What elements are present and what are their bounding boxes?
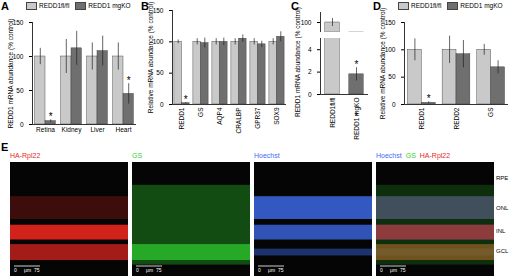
html-text:B: B [141, 0, 149, 12]
svg-text:50: 50 [388, 73, 396, 80]
svg-text:0: 0 [380, 267, 383, 273]
svg-text:*: * [355, 59, 359, 70]
svg-text:100: 100 [13, 53, 24, 60]
svg-text:Kidney: Kidney [62, 126, 83, 134]
svg-text:Retina: Retina [36, 126, 55, 133]
svg-text:0: 0 [14, 267, 17, 273]
svg-text:0: 0 [160, 101, 164, 108]
svg-text:*: * [184, 94, 188, 105]
svg-text:GS: GS [132, 152, 142, 159]
svg-text:REDD1 mRNA abundance (% contro: REDD1 mRNA abundance (% control) [7, 19, 15, 129]
html-text:REDD1fl/fl: REDD1fl/fl [411, 1, 442, 9]
svg-text:75: 75 [278, 267, 284, 273]
svg-text:SOX9: SOX9 [273, 107, 280, 125]
svg-text:75: 75 [400, 267, 406, 273]
html-text:REDD1 mRNA abundance (% contro: REDD1 mRNA abundance (% control) [293, 7, 301, 117]
svg-text:REDD1fl/fl: REDD1fl/fl [329, 97, 336, 128]
svg-text:75: 75 [156, 267, 162, 273]
svg-text:HA-Rpl22: HA-Rpl22 [420, 152, 450, 160]
svg-text:REDD2: REDD2 [453, 107, 460, 129]
svg-text:4: 4 [308, 46, 312, 53]
html-text:D: D [373, 0, 381, 12]
svg-text:50: 50 [156, 69, 164, 76]
svg-text:0: 0 [308, 91, 312, 98]
svg-text:100: 100 [385, 46, 396, 53]
svg-text:100: 100 [301, 19, 312, 26]
html-text:REDD1 mgKO: REDD1 mgKO [88, 1, 131, 9]
svg-text:GS: GS [197, 107, 204, 117]
svg-text:Hoechst: Hoechst [254, 152, 280, 159]
svg-text:Liver: Liver [90, 126, 105, 133]
svg-text:Relative mRNA abundance (% con: Relative mRNA abundance (% control) [147, 2, 155, 113]
svg-text:0: 0 [392, 101, 396, 108]
html-text:REDD1fl/fl: REDD1fl/fl [39, 1, 70, 9]
svg-text:150: 150 [13, 19, 24, 26]
svg-text:CRALBP: CRALBP [235, 108, 242, 134]
svg-text:50: 50 [16, 87, 24, 94]
svg-text:75: 75 [34, 267, 40, 273]
svg-text:Relative mRNA abundance (% con: Relative mRNA abundance (% control) [379, 8, 387, 119]
svg-text:RPE: RPE [496, 175, 508, 181]
svg-text:μm: μm [146, 267, 153, 273]
svg-text:Hoechst: Hoechst [376, 152, 402, 159]
svg-text:GS: GS [406, 152, 416, 159]
svg-text:100: 100 [153, 38, 164, 45]
svg-text:*: * [127, 75, 131, 86]
svg-text:ONL: ONL [496, 205, 509, 211]
svg-text:0: 0 [20, 121, 24, 128]
svg-text:REDD1 mgKO: REDD1 mgKO [353, 98, 361, 140]
svg-text:GCL: GCL [496, 248, 509, 254]
svg-text:2: 2 [308, 68, 312, 75]
svg-text:μm: μm [390, 267, 397, 273]
svg-text:AQP4: AQP4 [216, 107, 224, 125]
svg-text:HA-Rpl22: HA-Rpl22 [10, 152, 40, 160]
svg-text:μm: μm [24, 267, 31, 273]
svg-text:0: 0 [258, 267, 261, 273]
svg-text:*: * [49, 111, 53, 122]
svg-text:REDD1: REDD1 [178, 107, 185, 129]
svg-text:GPR37: GPR37 [254, 107, 261, 129]
svg-text:E: E [1, 141, 8, 153]
svg-text:GS: GS [487, 107, 494, 117]
svg-text:*: * [427, 93, 431, 104]
svg-text:150: 150 [385, 19, 396, 26]
svg-text:μm: μm [268, 267, 275, 273]
svg-text:0: 0 [136, 267, 139, 273]
html-text:C: C [291, 0, 299, 12]
svg-text:Heart: Heart [116, 126, 132, 133]
svg-text:REDD1: REDD1 [418, 107, 425, 129]
html-text:REDD1 mgKO: REDD1 mgKO [460, 1, 503, 9]
svg-text:INL: INL [496, 228, 506, 234]
svg-text:150: 150 [153, 7, 164, 14]
html-text:A: A [1, 0, 9, 12]
